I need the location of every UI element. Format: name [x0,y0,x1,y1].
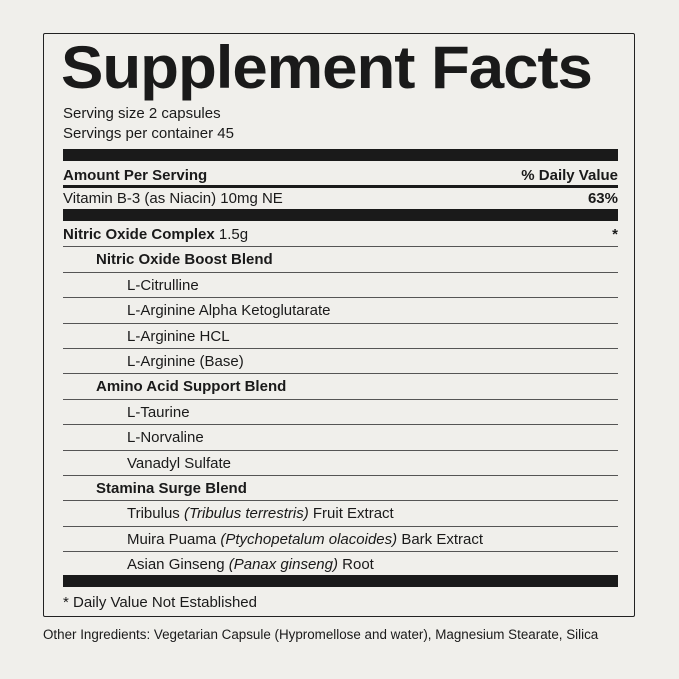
header-row: Amount Per Serving % Daily Value [63,163,618,188]
blend-row: Stamina Surge Blend [63,476,618,502]
complex-row: Nitric Oxide Complex 1.5g * [63,222,618,248]
amount-per-serving-label: Amount Per Serving [63,167,208,184]
ingredient-row: Vanadyl Sulfate [63,451,618,476]
ingredient-name: L-Taurine [127,403,190,421]
vitamin-row: Vitamin B-3 (as Niacin) 10mg NE 63% [63,188,618,209]
serving-size: Serving size 2 capsules [63,105,221,122]
ingredient-row: L-Norvaline [63,425,618,451]
ingredient-part: Fruit Extract [312,505,394,523]
ingredient-row: Muira Puama (Ptychopetalum olacoides) Ba… [63,527,618,553]
ingredient-name: L-Norvaline [127,429,204,447]
ingredient-name: L-Arginine Alpha Ketoglutarate [127,302,331,320]
ingredient-name: Vanadyl Sulfate [127,454,231,472]
ingredient-name: L-Arginine HCL [127,327,230,345]
blend-name: Amino Acid Support Blend [96,378,287,396]
blend-row: Nitric Oxide Boost Blend [63,247,618,273]
ingredient-row: L-Arginine HCL [63,324,618,349]
ingredient-latin-name: (Panax ginseng) [228,556,338,574]
complex-label: Nitric Oxide Complex 1.5g [63,222,248,247]
supplement-facts-panel: Supplement Facts Serving size 2 capsules… [43,33,635,617]
complex-name: Nitric Oxide Complex [63,226,215,243]
divider-thick [63,209,618,221]
divider-thick [63,149,618,161]
ingredient-row: L-Taurine [63,400,618,426]
daily-value-label: % Daily Value [521,167,618,184]
footnote: * Daily Value Not Established [63,594,257,611]
divider-thick [63,575,618,587]
ingredient-name: Muira Puama [127,530,217,548]
complex-amount: 1.5g [218,226,249,243]
ingredient-row: L-Arginine Alpha Ketoglutarate [63,298,618,324]
vitamin-dv: 63% [587,190,618,207]
ingredient-latin-name: (Tribulus terrestris) [183,505,309,523]
other-ingredients: Other Ingredients: Vegetarian Capsule (H… [43,627,599,642]
ingredient-latin-name: (Ptychopetalum olacoides) [220,530,398,548]
blend-name: Stamina Surge Blend [96,480,247,497]
panel-title: Supplement Facts [61,34,593,101]
ingredient-name: Tribulus [127,505,180,523]
ingredient-row: L-Citrulline [63,273,618,299]
complex-dv: * [612,226,618,243]
blend-row: Amino Acid Support Blend [63,374,618,400]
blend-name: Nitric Oxide Boost Blend [96,251,273,269]
ingredient-part: Bark Extract [401,530,483,548]
ingredient-row: L-Arginine (Base) [63,349,618,375]
ingredient-row: Tribulus (Tribulus terrestris) Fruit Ext… [63,501,618,527]
ingredient-part: Root [342,556,374,574]
ingredient-name: L-Citrulline [127,276,199,294]
vitamin-name: Vitamin B-3 (as Niacin) 10mg NE [63,190,283,207]
servings-per-container: Servings per container 45 [63,125,234,142]
ingredient-row: Asian Ginseng (Panax ginseng) Root [63,552,618,577]
ingredient-name: L-Arginine (Base) [127,353,244,370]
ingredient-name: Asian Ginseng [127,556,225,574]
